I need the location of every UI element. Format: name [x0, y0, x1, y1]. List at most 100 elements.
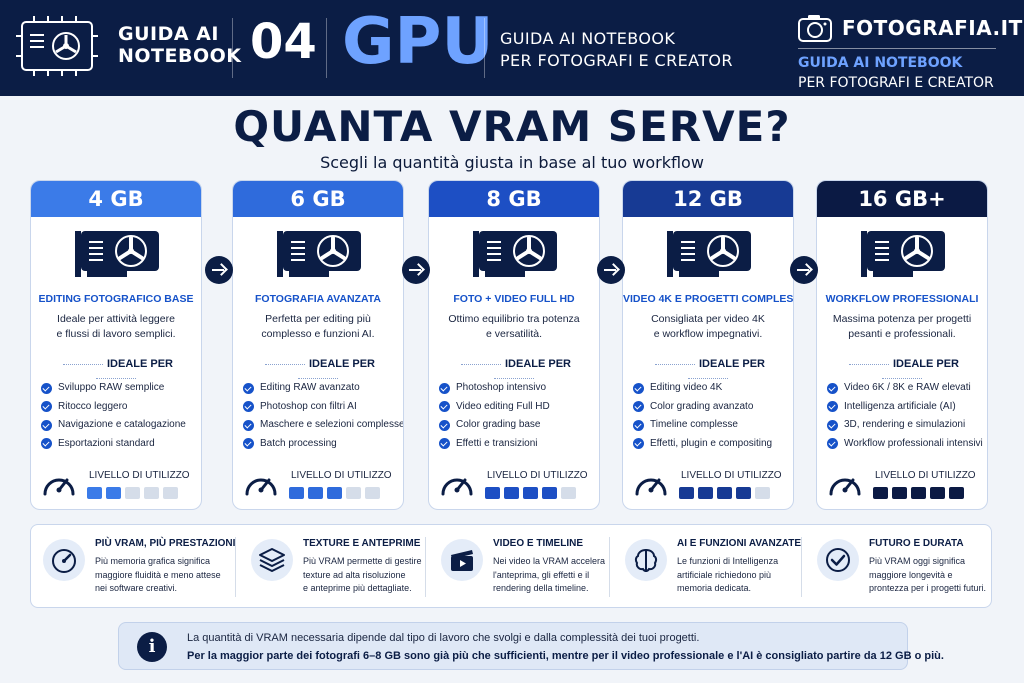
note-highlight: Per la maggior parte dei fotografi 6–8 G…	[187, 650, 944, 662]
list-item: Color grading avanzato	[633, 398, 772, 417]
level-segment	[504, 487, 519, 499]
level-segment	[873, 487, 888, 499]
use-case-list: Editing RAW avanzato Photoshop con filtri…	[243, 379, 403, 453]
brand-guide-title: GUIDA AI NOTEBOOK	[798, 55, 963, 71]
arrow-right-icon	[597, 256, 625, 284]
header-divider	[326, 18, 327, 78]
gpu-chip-icon	[16, 16, 98, 76]
benefit-description: Più VRAM oggi significa maggiore longevi…	[869, 556, 987, 593]
card-title: FOTOGRAFIA AVANZATA	[255, 293, 381, 305]
usage-level-label: LIVELLO DI UTILIZZO	[681, 470, 782, 481]
list-item: Timeline complesse	[633, 416, 772, 435]
list-item: Navigazione e catalogazione	[41, 416, 186, 435]
arrow-right-icon	[205, 256, 233, 284]
list-item: Ritocco leggero	[41, 398, 186, 417]
level-segment	[125, 487, 140, 499]
list-item: Intelligenza artificiale (AI)	[827, 398, 983, 417]
level-segment	[87, 487, 102, 499]
page-title: QUANTA VRAM SERVE?	[233, 102, 791, 151]
benefit-divider	[609, 537, 610, 597]
benefit-description: Più VRAM permette di gestire texture ad …	[303, 556, 422, 593]
check-icon	[439, 438, 450, 450]
usage-level-meter	[873, 487, 964, 499]
level-segment	[949, 487, 964, 499]
level-segment	[346, 487, 361, 499]
usage-level-label: LIVELLO DI UTILIZZO	[875, 470, 976, 481]
benefit-divider	[235, 537, 236, 597]
card-title: FOTO + VIDEO FULL HD	[453, 293, 575, 305]
usage-level-label: LIVELLO DI UTILIZZO	[291, 470, 392, 481]
level-segment	[755, 487, 770, 499]
level-segment	[561, 487, 576, 499]
level-segment	[736, 487, 751, 499]
chapter-topic: GPU	[342, 5, 494, 79]
chapter-number: 04	[250, 14, 317, 70]
vram-amount: 8 GB	[429, 181, 599, 217]
list-item: 3D, rendering e simulazioni	[827, 416, 983, 435]
page-subtitle: Scegli la quantità giusta in base al tuo…	[320, 153, 704, 172]
header-title: GUIDA AI NOTEBOOK	[118, 23, 242, 67]
gauge-icon	[827, 468, 863, 496]
check-icon	[41, 401, 52, 413]
brand-name: FOTOGRAFIA.IT	[842, 16, 1023, 40]
list-item: Video editing Full HD	[439, 398, 550, 417]
vram-amount: 12 GB	[623, 181, 793, 217]
vram-card: 4 GB EDITING FOTOGRAFICO BASE Ideale per…	[30, 180, 202, 510]
usage-level-label: LIVELLO DI UTILIZZO	[89, 470, 190, 481]
info-icon: i	[137, 632, 167, 662]
usage-level-label: LIVELLO DI UTILIZZO	[487, 470, 588, 481]
check-icon	[41, 419, 52, 431]
level-segment	[679, 487, 694, 499]
level-segment	[289, 487, 304, 499]
list-item: Editing video 4K	[633, 379, 772, 398]
vram-amount: 4 GB	[31, 181, 201, 217]
benefit-description: Le funzioni di Intelligenza artificiale …	[677, 556, 779, 593]
benefits-panel: PIÙ VRAM, PIÙ PRESTAZIONI Più memoria gr…	[30, 524, 992, 608]
clapperboard-icon	[441, 539, 483, 581]
benefit-description: Nei video la VRAM accelera l'anteprima, …	[493, 556, 606, 593]
usage-level-meter	[485, 487, 576, 499]
graphics-card-icon	[857, 227, 949, 281]
list-item: Photoshop con filtri AI	[243, 398, 403, 417]
check-icon	[827, 419, 838, 431]
check-icon	[827, 382, 838, 394]
check-icon	[633, 382, 644, 394]
arrow-right-icon	[402, 256, 430, 284]
benefit-divider	[425, 537, 426, 597]
level-segment	[698, 487, 713, 499]
level-segment	[911, 487, 926, 499]
use-case-list: Photoshop intensivo Video editing Full HD…	[439, 379, 550, 453]
card-description: Perfetta per editing più complesso e fun…	[261, 313, 375, 341]
check-icon	[827, 401, 838, 413]
card-description: Ottimo equilibrio tra potenza e versatil…	[448, 313, 580, 341]
check-circle-icon	[817, 539, 859, 581]
ideal-for-heading: IDEALE PER	[437, 357, 591, 379]
note-text: La quantità di VRAM necessaria dipende d…	[187, 632, 700, 644]
ideal-for-heading: IDEALE PER	[631, 357, 785, 379]
use-case-list: Editing video 4K Color grading avanzato Ti…	[633, 379, 772, 453]
level-segment	[144, 487, 159, 499]
gauge-icon	[439, 468, 475, 496]
benefit-title: TEXTURE E ANTEPRIME	[303, 538, 421, 549]
ideal-for-heading: IDEALE PER	[825, 357, 979, 379]
header-divider	[232, 18, 233, 78]
level-segment	[365, 487, 380, 499]
benefit-title: FUTURO E DURATA	[869, 538, 964, 549]
gauge-icon	[41, 468, 77, 496]
card-title: EDITING FOTOGRAFICO BASE	[38, 293, 194, 305]
check-icon	[243, 401, 254, 413]
list-item: Sviluppo RAW semplice	[41, 379, 186, 398]
card-description: Massima potenza per progetti pesanti e p…	[832, 313, 972, 341]
level-segment	[542, 487, 557, 499]
benefit-description: Più memoria grafica significa maggiore f…	[95, 556, 221, 593]
level-segment	[717, 487, 732, 499]
list-item: Color grading base	[439, 416, 550, 435]
card-title: VIDEO 4K E PROGETTI COMPLESSI	[623, 293, 794, 305]
level-segment	[106, 487, 121, 499]
card-title: WORKFLOW PROFESSIONALI	[825, 293, 979, 305]
check-icon	[633, 419, 644, 431]
header-subtitle: GUIDA AI NOTEBOOK PER FOTOGRAFI E CREATO…	[500, 29, 733, 70]
vram-card: 6 GB FOTOGRAFIA AVANZATA Perfetta per ed…	[232, 180, 404, 510]
usage-level-meter	[679, 487, 770, 499]
card-description: Consigliata per video 4K e workflow impe…	[651, 313, 765, 341]
